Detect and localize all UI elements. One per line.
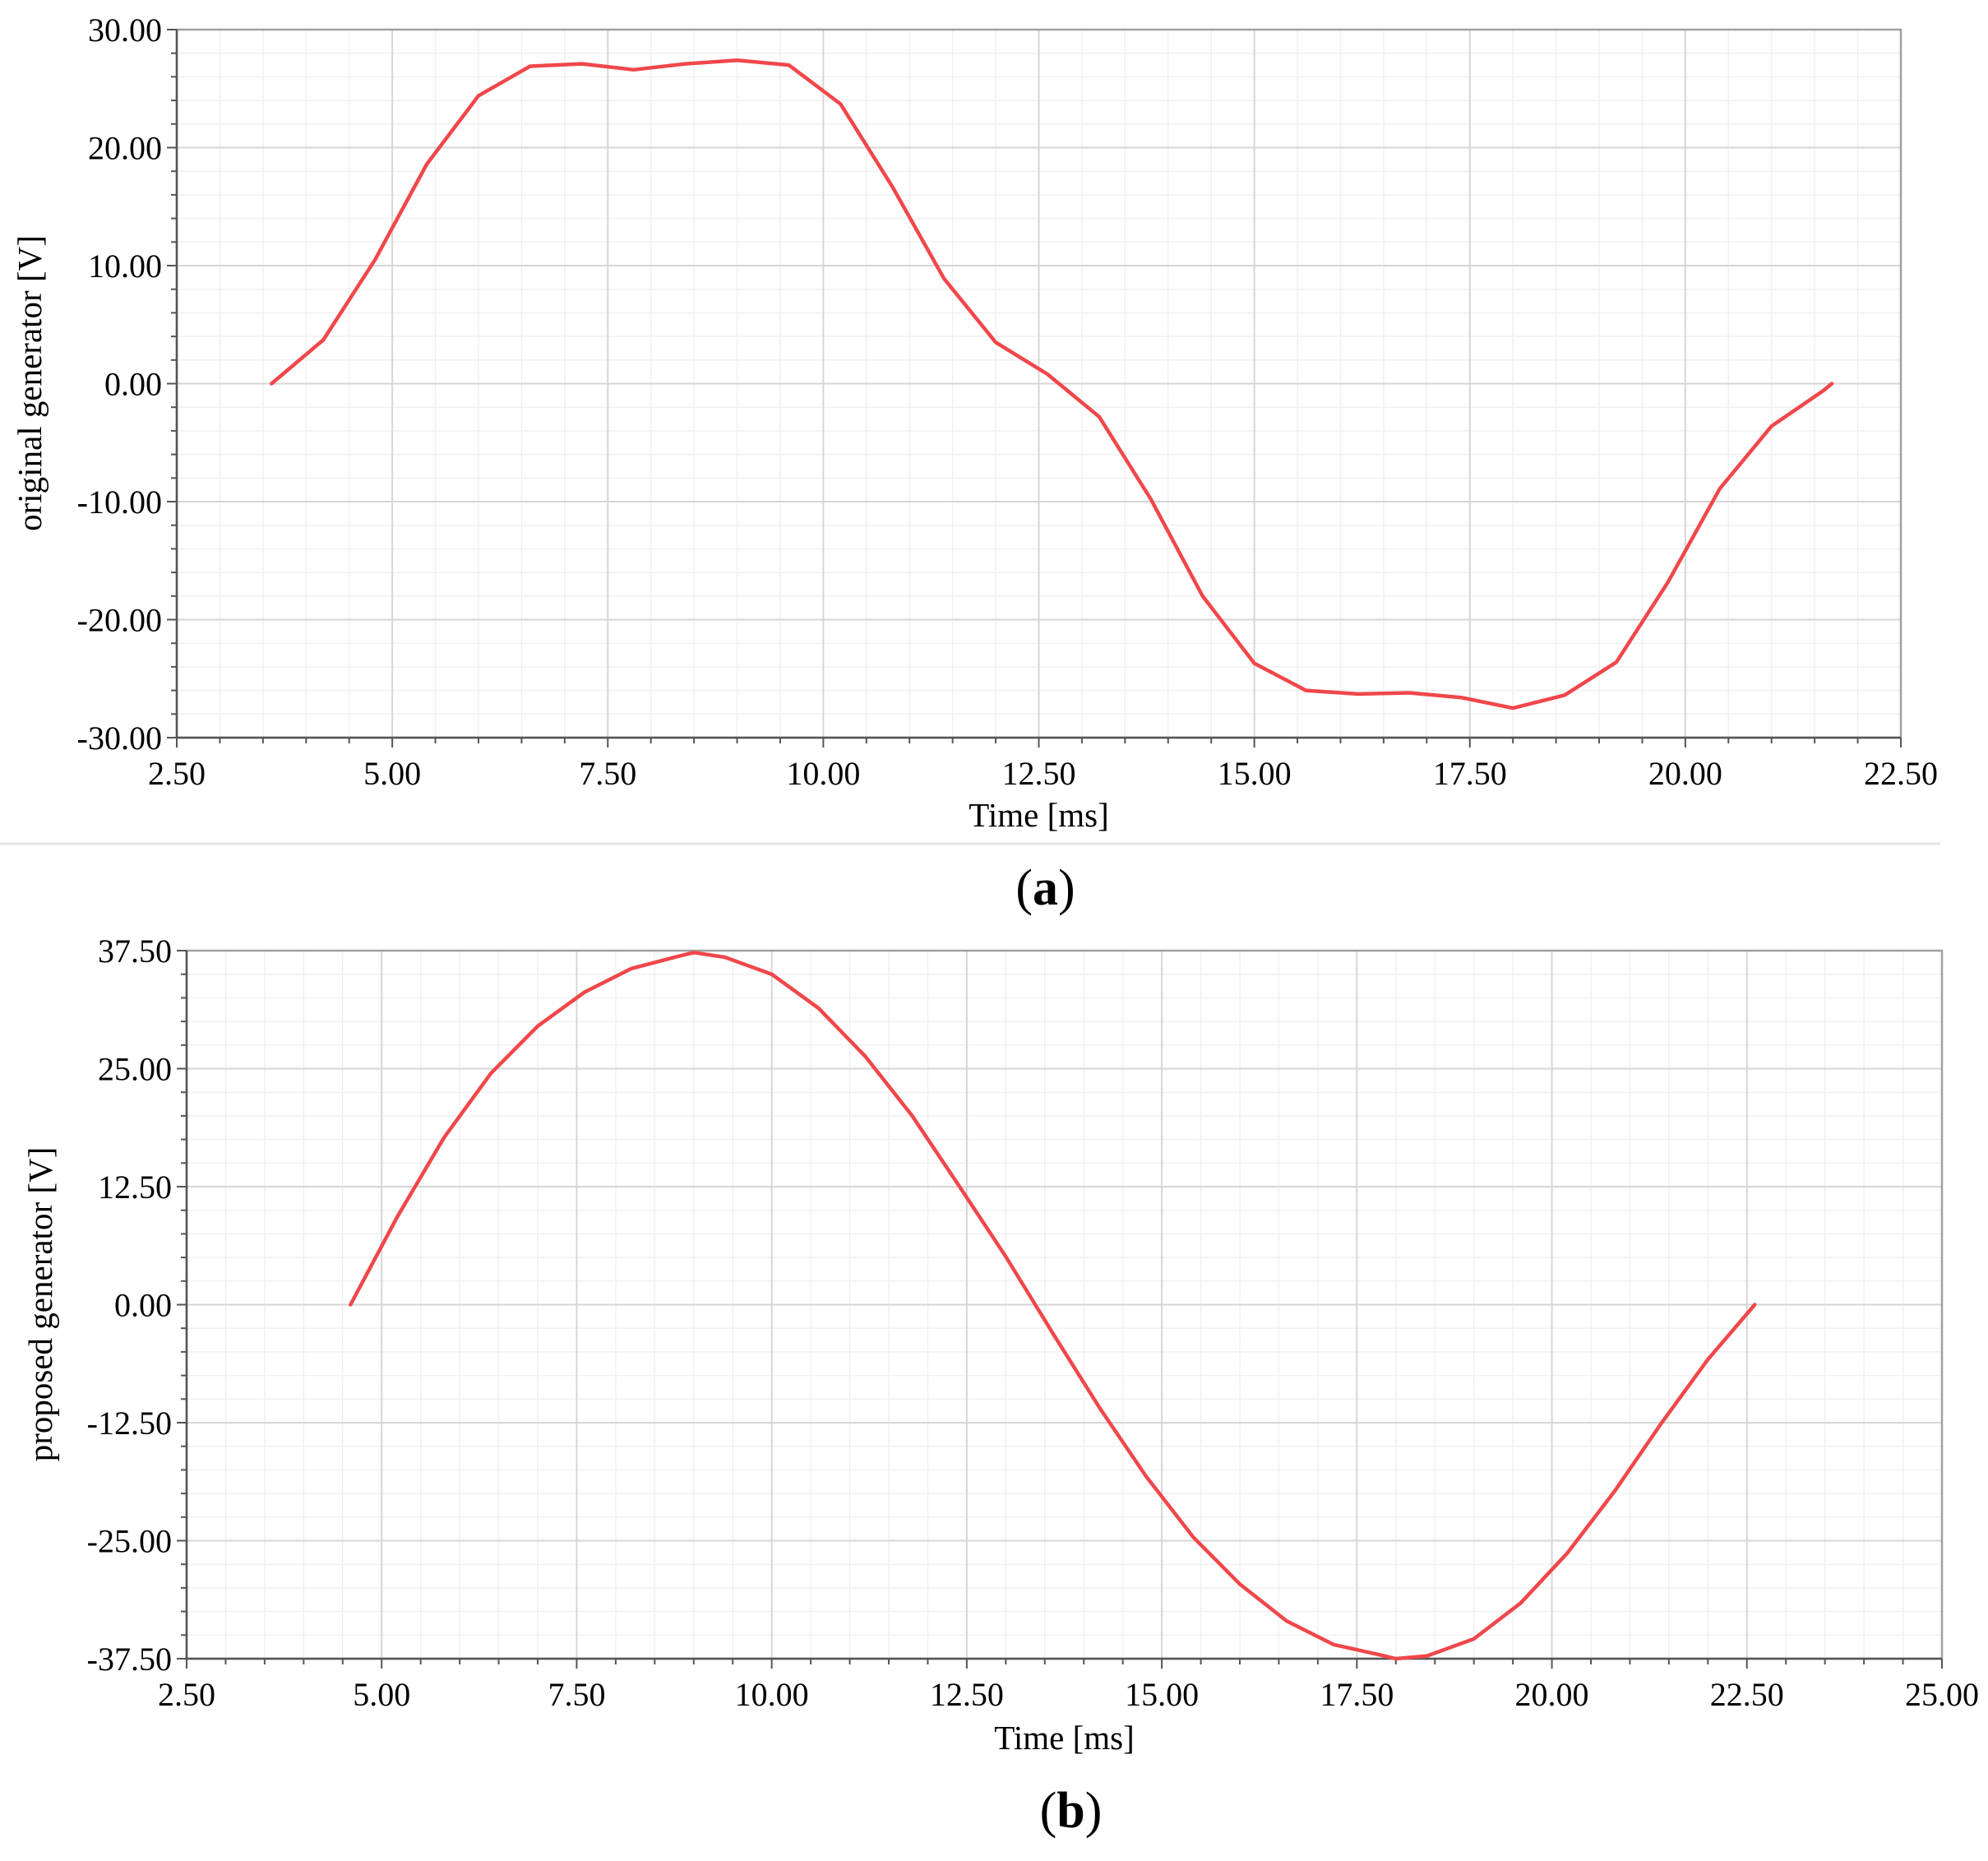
x-tick-label: 2.50: [158, 1676, 215, 1713]
y-tick-label: 30.00: [88, 12, 162, 49]
y-tick-label: 37.50: [98, 933, 172, 970]
x-tick-label: 12.50: [930, 1676, 1004, 1713]
x-axis-title: Time [ms]: [969, 796, 1109, 834]
panel-label-close-paren: ): [1058, 860, 1075, 916]
chart-a: 30.00 20.00 10.00 0.00 -10.00 -20.00 -30.002.5…: [11, 12, 1938, 916]
x-tick-label: 22.50: [1864, 755, 1938, 792]
y-tick-label: -25.00: [87, 1523, 172, 1560]
x-tick-label: 17.50: [1433, 755, 1507, 792]
y-tick-label: 0.00: [114, 1287, 172, 1324]
x-tick-label: 12.50: [1002, 755, 1076, 792]
x-tick-label: 15.00: [1125, 1676, 1199, 1713]
y-tick-label: 0.00: [104, 366, 162, 403]
y-tick-label: -12.50: [87, 1405, 172, 1442]
panel-label-close-paren: ): [1085, 1783, 1103, 1839]
x-tick-label: 17.50: [1320, 1676, 1394, 1713]
y-tick-label: 10.00: [88, 248, 162, 285]
x-tick-label: 5.00: [353, 1676, 410, 1713]
x-tick-label: 25.00: [1905, 1676, 1979, 1713]
panel-label-letter: b: [1056, 1783, 1084, 1839]
series-line: [270, 58, 1834, 711]
y-tick-label: -37.50: [87, 1641, 172, 1678]
x-tick-label: 20.00: [1515, 1676, 1589, 1713]
x-tick-label: 10.00: [735, 1676, 809, 1713]
y-tick-label: -20.00: [77, 602, 162, 639]
x-tick-label: 22.50: [1710, 1676, 1784, 1713]
panel-label: (a): [1015, 860, 1075, 916]
y-tick-label: 12.50: [98, 1169, 172, 1206]
panel-label: (b): [1040, 1783, 1103, 1839]
panel-label-open-paren: (: [1040, 1783, 1057, 1839]
x-tick-label: 15.00: [1218, 755, 1292, 792]
series-line: [349, 951, 1757, 1661]
y-tick-label: 20.00: [88, 130, 162, 167]
y-tick-label: -10.00: [77, 484, 162, 521]
y-axis-title: original generator [V]: [11, 235, 49, 531]
y-axis-title: proposed generator [V]: [21, 1147, 59, 1462]
y-tick-label: -30.00: [77, 720, 162, 757]
y-tick-label: 25.00: [98, 1051, 172, 1088]
panel-label-open-paren: (: [1015, 860, 1033, 916]
x-tick-label: 2.50: [148, 755, 206, 792]
chart-b: 37.50 25.00 12.50 0.00 -12.50 -25.00 -37.502.5…: [21, 933, 1979, 1839]
x-tick-label: 7.50: [579, 755, 636, 792]
panel-label-letter: a: [1033, 860, 1058, 916]
x-tick-label: 7.50: [548, 1676, 605, 1713]
x-tick-label: 20.00: [1648, 755, 1722, 792]
x-tick-label: 10.00: [786, 755, 860, 792]
x-axis-title: Time [ms]: [994, 1719, 1135, 1757]
x-tick-label: 5.00: [363, 755, 421, 792]
